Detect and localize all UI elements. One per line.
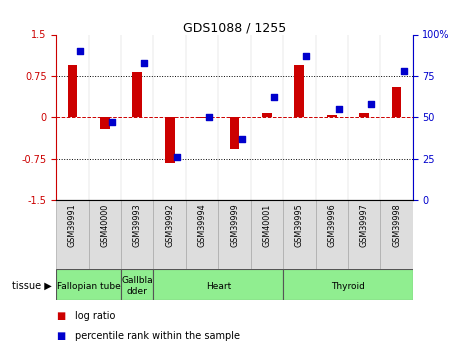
Title: GDS1088 / 1255: GDS1088 / 1255 <box>183 21 286 34</box>
Text: GSM40000: GSM40000 <box>100 204 109 247</box>
Bar <box>283 200 316 269</box>
Text: GSM39998: GSM39998 <box>392 204 401 247</box>
Bar <box>56 200 89 269</box>
Bar <box>380 200 413 269</box>
Point <box>303 53 310 59</box>
Text: GSM39997: GSM39997 <box>360 204 369 247</box>
Text: GSM39995: GSM39995 <box>295 204 304 247</box>
Text: GSM39999: GSM39999 <box>230 204 239 247</box>
Point <box>205 115 213 120</box>
Text: Heart: Heart <box>206 282 231 291</box>
Bar <box>251 200 283 269</box>
Bar <box>316 200 348 269</box>
Bar <box>89 200 121 269</box>
Point <box>368 101 375 107</box>
Text: GSM39992: GSM39992 <box>165 204 174 247</box>
Text: ■: ■ <box>56 311 66 321</box>
Text: Fallopian tube: Fallopian tube <box>57 282 121 291</box>
Point <box>400 68 408 74</box>
Bar <box>327 115 337 117</box>
Text: GSM39991: GSM39991 <box>68 204 77 247</box>
Bar <box>359 113 369 117</box>
Bar <box>153 200 186 269</box>
Text: Gallbla
dder: Gallbla dder <box>121 276 153 296</box>
Bar <box>392 87 401 117</box>
Text: GSM39994: GSM39994 <box>197 204 207 247</box>
Bar <box>100 117 110 129</box>
Bar <box>262 113 272 117</box>
Point <box>270 95 278 100</box>
Text: tissue ▶: tissue ▶ <box>12 281 52 291</box>
Bar <box>283 269 413 300</box>
Text: Thyroid: Thyroid <box>331 282 365 291</box>
Text: GSM39996: GSM39996 <box>327 204 336 247</box>
Point <box>108 119 116 125</box>
Text: GSM40001: GSM40001 <box>262 204 272 247</box>
Bar <box>218 200 251 269</box>
Text: log ratio: log ratio <box>75 311 115 321</box>
Bar <box>153 269 283 300</box>
Bar <box>165 117 174 162</box>
Bar <box>186 200 218 269</box>
Point <box>141 60 148 66</box>
Bar <box>121 200 153 269</box>
Bar <box>230 117 239 149</box>
Bar <box>132 72 142 117</box>
Bar <box>56 269 121 300</box>
Point <box>76 48 83 54</box>
Point <box>173 154 181 160</box>
Bar <box>68 65 77 117</box>
Bar <box>295 65 304 117</box>
Bar <box>121 269 153 300</box>
Text: ■: ■ <box>56 332 66 341</box>
Bar <box>348 200 380 269</box>
Point <box>238 136 245 141</box>
Point <box>335 106 342 112</box>
Bar <box>197 117 207 118</box>
Text: GSM39993: GSM39993 <box>133 204 142 247</box>
Text: percentile rank within the sample: percentile rank within the sample <box>75 332 240 341</box>
